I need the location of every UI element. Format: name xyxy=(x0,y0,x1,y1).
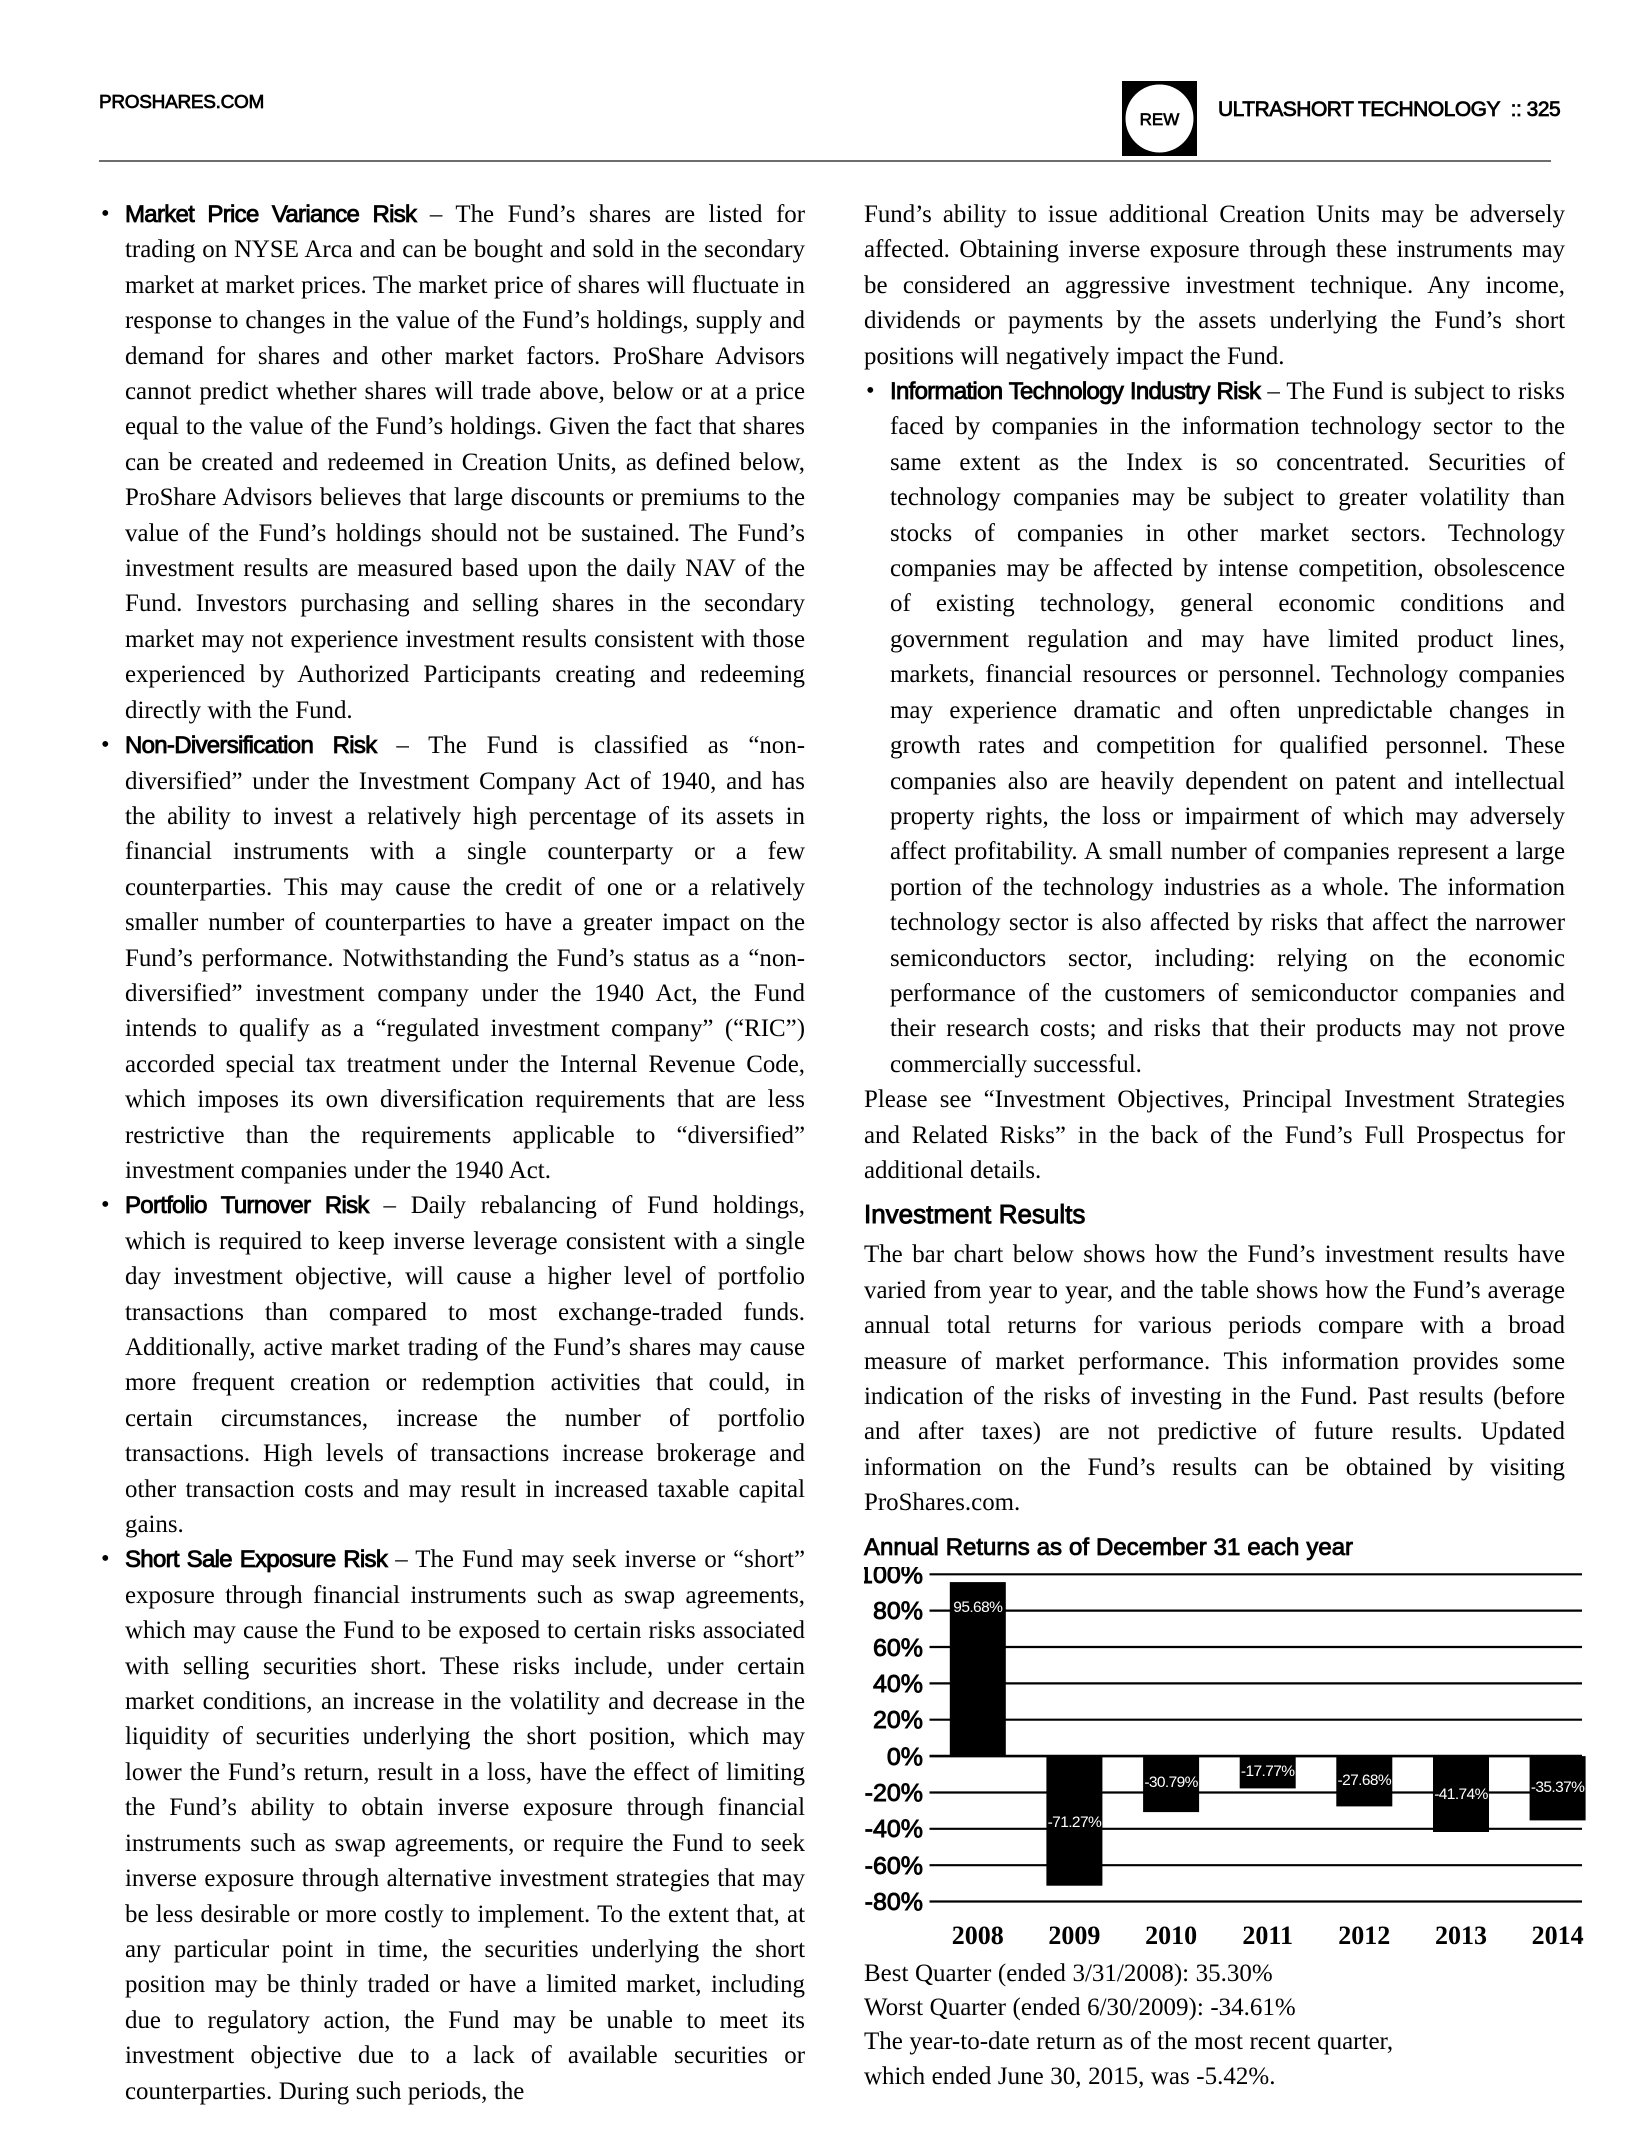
svg-text:20%: 20% xyxy=(873,1706,923,1734)
svg-text:2012: 2012 xyxy=(1338,1921,1390,1950)
svg-text:-71.27%: -71.27% xyxy=(1048,1814,1102,1831)
svg-text:2009: 2009 xyxy=(1048,1921,1100,1950)
svg-text:0%: 0% xyxy=(887,1743,923,1771)
svg-text:2010: 2010 xyxy=(1145,1921,1197,1950)
svg-text:-17.77%: -17.77% xyxy=(1241,1763,1295,1780)
svg-text:-80%: -80% xyxy=(865,1888,923,1916)
svg-text:-35.37%: -35.37% xyxy=(1531,1779,1585,1796)
svg-text:100%: 100% xyxy=(864,1567,923,1589)
svg-text:-27.68%: -27.68% xyxy=(1338,1772,1392,1789)
svg-text:-30.79%: -30.79% xyxy=(1144,1774,1198,1791)
svg-text:REW: REW xyxy=(1140,110,1181,129)
svg-text:95.68%: 95.68% xyxy=(953,1599,1003,1616)
svg-text:2014: 2014 xyxy=(1532,1921,1584,1950)
svg-text:80%: 80% xyxy=(873,1597,923,1625)
svg-text:2011: 2011 xyxy=(1242,1921,1293,1950)
svg-text:-41.74%: -41.74% xyxy=(1434,1786,1488,1803)
svg-text:2008: 2008 xyxy=(952,1921,1004,1950)
svg-text:-60%: -60% xyxy=(865,1852,923,1880)
svg-text:-40%: -40% xyxy=(865,1815,923,1843)
svg-text:2013: 2013 xyxy=(1435,1921,1487,1950)
svg-text:60%: 60% xyxy=(873,1634,923,1662)
svg-text:-20%: -20% xyxy=(865,1779,923,1807)
svg-text:40%: 40% xyxy=(873,1670,923,1698)
